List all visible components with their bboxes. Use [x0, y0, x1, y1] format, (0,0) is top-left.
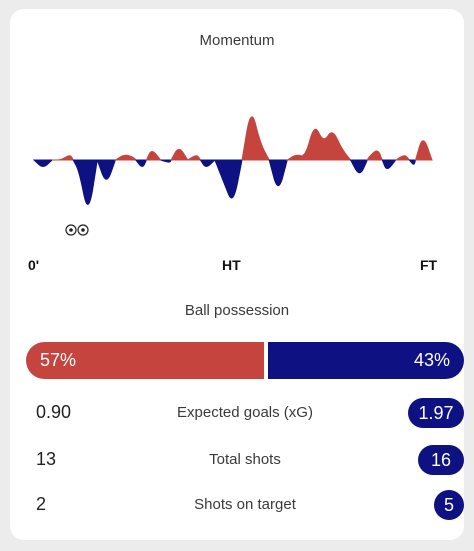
stat-label: Expected goals (xG) — [177, 404, 313, 421]
possession-away-bar: 43% — [268, 342, 464, 379]
possession-home-value: 57% — [40, 350, 77, 370]
momentum-home-area — [285, 128, 352, 161]
momentum-away-area — [96, 159, 117, 180]
momentum-away-area — [214, 159, 243, 199]
momentum-away-area — [349, 159, 369, 174]
momentum-away-area — [72, 159, 98, 205]
momentum-away-area — [33, 159, 54, 167]
stat-label: Shots on target — [194, 496, 296, 513]
possession-home-bar: 57% — [26, 342, 264, 379]
possession-title: Ball possession — [184, 302, 290, 319]
stat-away-badge: 5 — [434, 490, 464, 520]
momentum-home-area — [52, 155, 75, 161]
timeline-start-label: 0' — [28, 257, 40, 273]
match-stats-card: Momentum 0' HT FT Ball possession 57% 43… — [10, 9, 464, 540]
stat-away-badge: 1.97 — [408, 398, 464, 428]
football-icon — [77, 224, 89, 236]
momentum-home-area — [394, 155, 411, 161]
momentum-home-area — [366, 150, 383, 161]
stat-row-total-shots: 13 Total shots 16 — [26, 445, 464, 475]
timeline-halftime-label: HT — [222, 257, 241, 273]
timeline-fulltime-label: FT — [420, 257, 438, 273]
momentum-home-area — [113, 154, 137, 161]
momentum-home-area — [241, 116, 271, 161]
momentum-title: Momentum — [199, 32, 275, 49]
momentum-home-area — [145, 150, 162, 161]
stat-home-value: 13 — [36, 449, 57, 469]
stat-row-expected-goals: 0.90 Expected goals (xG) 1.97 — [26, 398, 464, 428]
momentum-away-area — [381, 159, 397, 170]
momentum-home-area — [170, 148, 189, 161]
momentum-home-area — [414, 140, 433, 161]
stat-away-badge: 16 — [418, 445, 464, 475]
momentum-home-area — [186, 155, 202, 161]
momentum-chart[interactable] — [10, 9, 464, 254]
stat-row-shots-on-target: 2 Shots on target 5 — [26, 490, 464, 520]
football-icon — [65, 224, 77, 236]
stat-label: Total shots — [209, 451, 281, 468]
possession-away-value: 43% — [413, 350, 450, 370]
momentum-away-area — [160, 159, 173, 163]
stat-home-value: 2 — [36, 494, 47, 514]
momentum-away-area — [134, 159, 148, 167]
stat-home-value: 0.90 — [36, 402, 72, 422]
momentum-away-area — [268, 159, 288, 187]
momentum-away-area — [199, 159, 217, 167]
momentum-away-area — [408, 159, 417, 165]
